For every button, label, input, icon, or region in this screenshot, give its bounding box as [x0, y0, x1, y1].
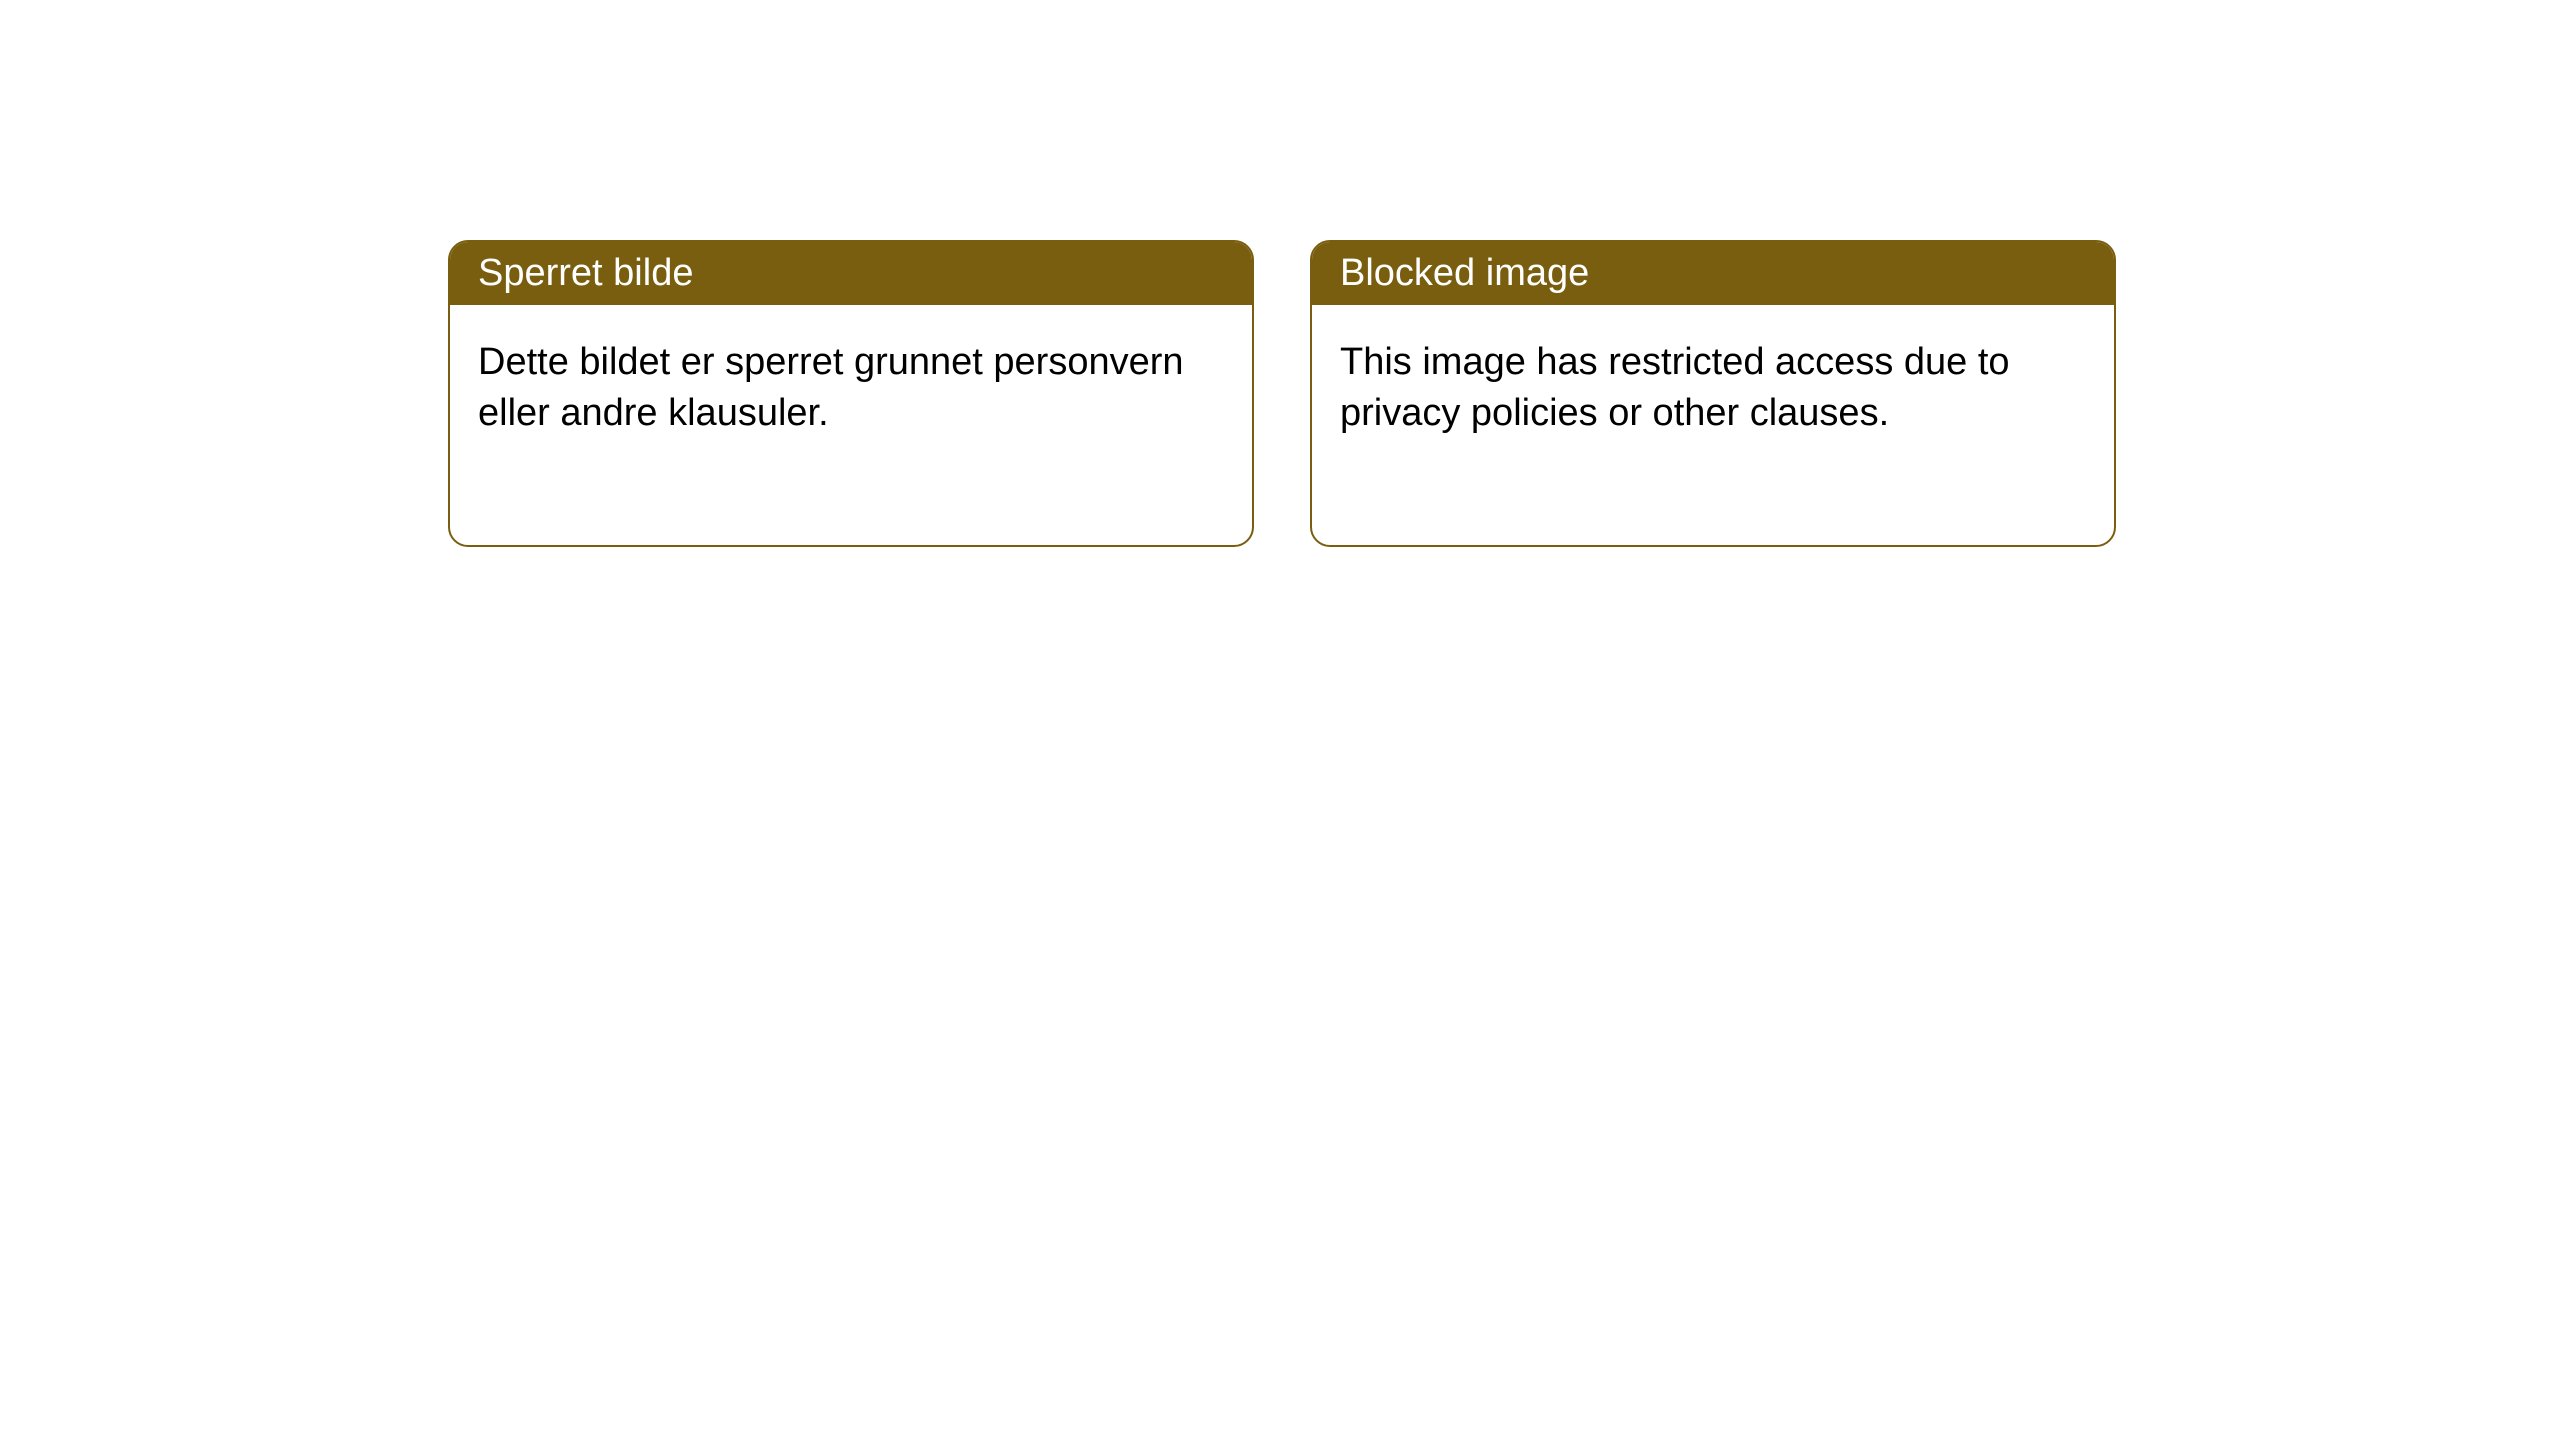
notice-cards-container: Sperret bilde Dette bildet er sperret gr… [448, 240, 2560, 547]
notice-card-title: Sperret bilde [450, 242, 1252, 305]
notice-card-title: Blocked image [1312, 242, 2114, 305]
notice-card-body: Dette bildet er sperret grunnet personve… [450, 305, 1252, 545]
notice-card-english: Blocked image This image has restricted … [1310, 240, 2116, 547]
notice-card-norwegian: Sperret bilde Dette bildet er sperret gr… [448, 240, 1254, 547]
notice-card-body: This image has restricted access due to … [1312, 305, 2114, 545]
